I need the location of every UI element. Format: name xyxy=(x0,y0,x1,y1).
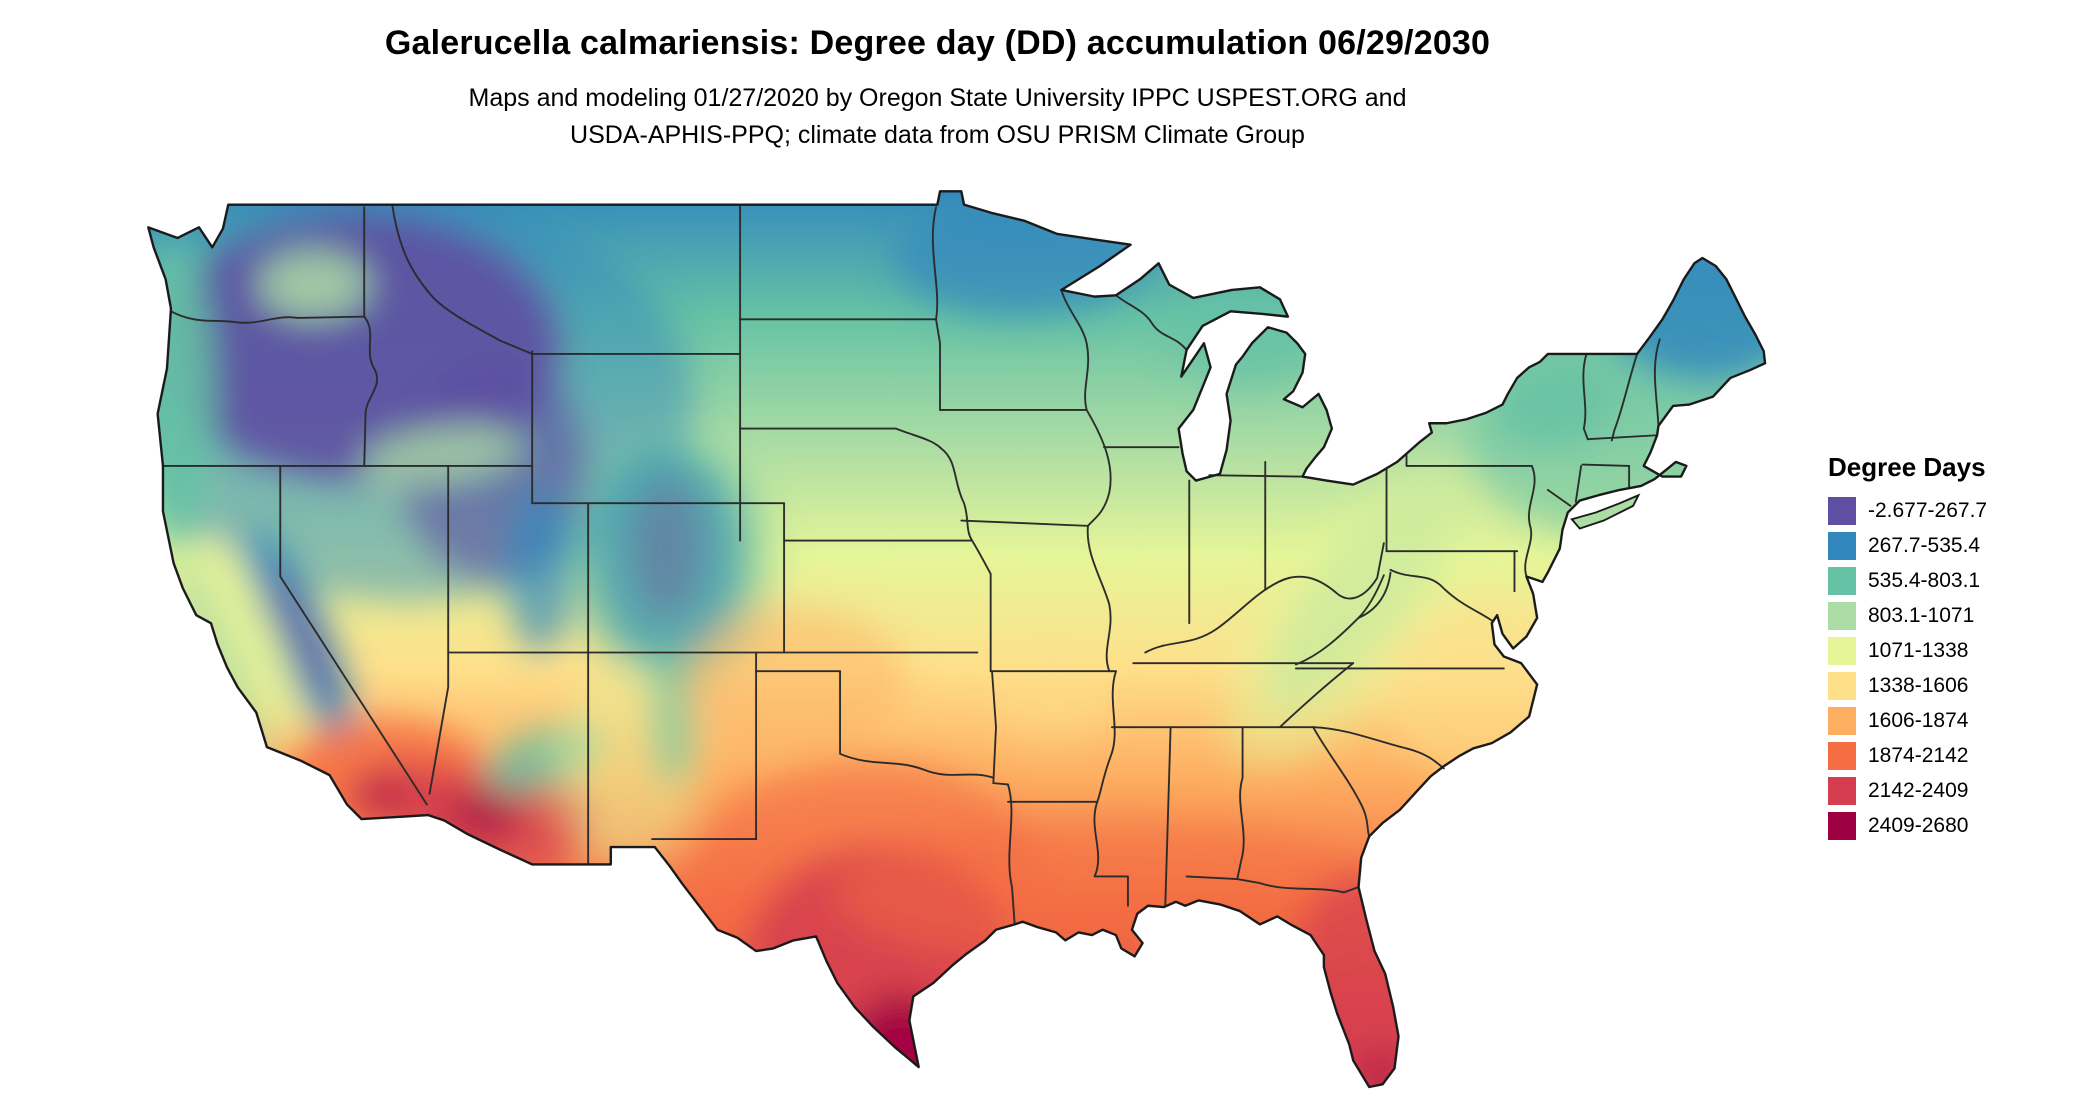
legend-swatch xyxy=(1828,812,1856,840)
legend-item: -2.677-267.7 xyxy=(1828,497,1987,525)
legend-item: 267.7-535.4 xyxy=(1828,532,1987,560)
map-title: Galerucella calmariensis: Degree day (DD… xyxy=(384,24,1491,62)
legend-title: Degree Days xyxy=(1828,452,1986,482)
legend-item: 1606-1874 xyxy=(1828,707,1987,735)
legend-swatch xyxy=(1828,532,1856,560)
legend-label: 803.1-1071 xyxy=(1868,604,1975,627)
legend-label: 2409-2680 xyxy=(1868,814,1969,837)
legend-label: 267.7-535.4 xyxy=(1868,534,1981,557)
legend-swatch xyxy=(1828,637,1856,665)
legend-swatch xyxy=(1828,602,1856,630)
legend-item: 1874-2142 xyxy=(1828,742,1987,770)
legend-item: 803.1-1071 xyxy=(1828,602,1987,630)
legend-label: 535.4-803.1 xyxy=(1868,569,1981,592)
legend-label: 1874-2142 xyxy=(1868,744,1969,767)
legend-swatch xyxy=(1828,777,1856,805)
legend-item: 535.4-803.1 xyxy=(1828,567,1987,595)
legend-swatch xyxy=(1828,497,1856,525)
legend-label: 1071-1338 xyxy=(1868,639,1969,662)
state-borders xyxy=(162,203,1661,926)
legend-item: 1338-1606 xyxy=(1828,672,1987,700)
degree-day-raster xyxy=(148,191,1766,1088)
legend-label: -2.677-267.7 xyxy=(1868,499,1988,522)
legend-swatch xyxy=(1828,672,1856,700)
legend: Degree Days -2.677-267.7 267.7-535.4 535… xyxy=(1828,452,1987,847)
long-island xyxy=(1570,493,1641,530)
map-header: Galerucella calmariensis: Degree day (DD… xyxy=(0,24,1875,153)
map-subtitle-line1: Maps and modeling 01/27/2020 by Oregon S… xyxy=(468,84,1407,112)
legend-item: 2409-2680 xyxy=(1828,812,1987,840)
legend-swatch xyxy=(1828,742,1856,770)
legend-item: 2142-2409 xyxy=(1828,777,1987,805)
legend-swatch xyxy=(1828,707,1856,735)
us-choropleth-svg xyxy=(147,190,1767,1089)
us-map xyxy=(100,186,1780,1111)
legend-label: 1338-1606 xyxy=(1868,674,1969,697)
legend-items: -2.677-267.7 267.7-535.4 535.4-803.1 803… xyxy=(1828,497,1987,840)
legend-item: 1071-1338 xyxy=(1828,637,1987,665)
legend-label: 1606-1874 xyxy=(1868,709,1969,732)
legend-label: 2142-2409 xyxy=(1868,779,1969,802)
map-subtitle-line2: USDA-APHIS-PPQ; climate data from OSU PR… xyxy=(570,121,1305,149)
legend-swatch xyxy=(1828,567,1856,595)
